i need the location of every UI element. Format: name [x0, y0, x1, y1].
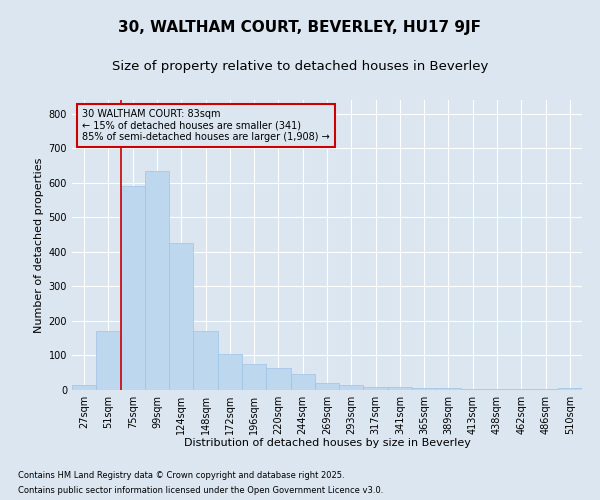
Bar [169, 244, 193, 390]
Bar [266, 368, 290, 390]
Text: Contains HM Land Registry data © Crown copyright and database right 2025.: Contains HM Land Registry data © Crown c… [18, 471, 344, 480]
Bar [388, 386, 412, 390]
Bar [558, 388, 582, 390]
Bar [290, 374, 315, 390]
Bar [412, 388, 436, 390]
Bar [145, 171, 169, 390]
Bar [218, 354, 242, 390]
Text: Size of property relative to detached houses in Beverley: Size of property relative to detached ho… [112, 60, 488, 73]
Y-axis label: Number of detached properties: Number of detached properties [34, 158, 44, 332]
X-axis label: Distribution of detached houses by size in Beverley: Distribution of detached houses by size … [184, 438, 470, 448]
Text: 30, WALTHAM COURT, BEVERLEY, HU17 9JF: 30, WALTHAM COURT, BEVERLEY, HU17 9JF [119, 20, 482, 35]
Bar [193, 332, 218, 390]
Bar [96, 332, 121, 390]
Text: Contains public sector information licensed under the Open Government Licence v3: Contains public sector information licen… [18, 486, 383, 495]
Bar [364, 386, 388, 390]
Bar [436, 388, 461, 390]
Bar [315, 383, 339, 390]
Bar [339, 385, 364, 390]
Bar [72, 385, 96, 390]
Bar [242, 364, 266, 390]
Text: 30 WALTHAM COURT: 83sqm
← 15% of detached houses are smaller (341)
85% of semi-d: 30 WALTHAM COURT: 83sqm ← 15% of detache… [82, 108, 330, 142]
Bar [121, 186, 145, 390]
